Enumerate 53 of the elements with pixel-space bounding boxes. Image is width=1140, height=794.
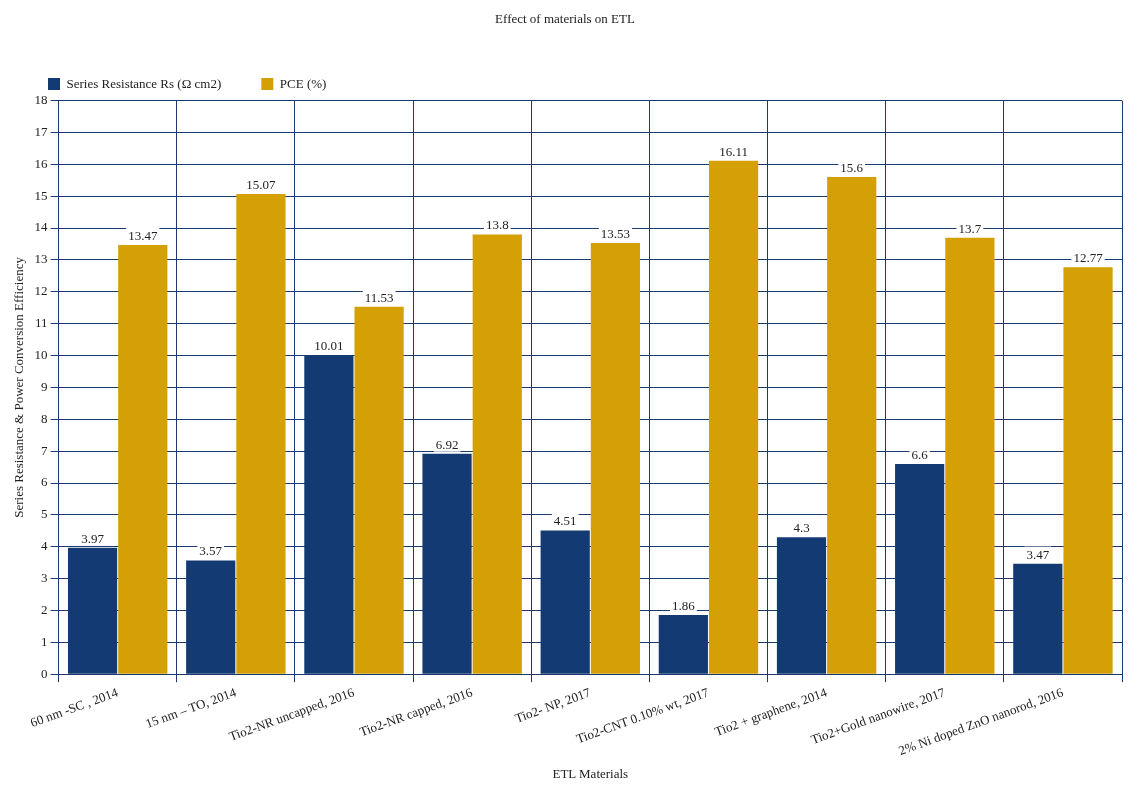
x-axis-title: ETL Materials bbox=[552, 765, 629, 781]
y-tick-label: 11 bbox=[35, 315, 48, 331]
y-tick-label: 0 bbox=[41, 665, 48, 681]
data-label: 6.92 bbox=[435, 436, 459, 452]
data-label: 6.6 bbox=[911, 446, 929, 462]
y-tick-label: 10 bbox=[34, 346, 48, 362]
y-tick-label: 16 bbox=[34, 155, 49, 171]
y-tick-label: 13 bbox=[34, 251, 48, 267]
bar bbox=[354, 306, 404, 674]
data-label: 13.53 bbox=[600, 225, 631, 241]
y-tick-label: 15 bbox=[34, 187, 48, 203]
x-tick-label: Tio2- NP, 2017 bbox=[512, 684, 593, 726]
bar bbox=[118, 244, 168, 674]
y-tick-label: 5 bbox=[41, 506, 48, 522]
y-tick-label: 6 bbox=[41, 474, 49, 490]
data-label: 15.6 bbox=[840, 160, 864, 175]
bar bbox=[1063, 267, 1113, 674]
y-axis-title: Series Resistance & Power Conversion Efficiency bbox=[11, 256, 27, 518]
y-tick-label: 1 bbox=[41, 633, 48, 649]
data-label: 13.47 bbox=[128, 227, 158, 243]
bar bbox=[708, 160, 759, 674]
data-label: 15.07 bbox=[246, 176, 277, 192]
data-label: 12.77 bbox=[1073, 250, 1104, 266]
data-label: 3.97 bbox=[81, 530, 105, 546]
bar bbox=[472, 234, 522, 674]
data-label: 10.01 bbox=[314, 338, 344, 354]
y-tick-label: 9 bbox=[41, 378, 48, 394]
y-tick-label: 2 bbox=[41, 601, 48, 617]
bar bbox=[945, 237, 995, 674]
y-tick-label: 17 bbox=[34, 123, 49, 139]
chart-title: Effect of materials on ETL bbox=[495, 11, 635, 27]
data-label: 3.47 bbox=[1026, 546, 1050, 562]
data-label: 4.3 bbox=[793, 520, 810, 536]
data-label: 13.8 bbox=[485, 217, 509, 233]
y-tick-label: 7 bbox=[41, 442, 49, 458]
legend-label: Series Resistance Rs (Ω cm2) bbox=[66, 75, 222, 91]
y-tick-label: 12 bbox=[34, 283, 48, 299]
bar bbox=[590, 243, 641, 674]
legend-label: PCE (%) bbox=[279, 75, 327, 91]
bar bbox=[827, 177, 877, 674]
x-tick-label: 60 nm -SC , 2014 bbox=[28, 684, 121, 731]
data-label: 16.11 bbox=[719, 143, 748, 159]
y-tick-label: 3 bbox=[41, 570, 48, 586]
data-label: 1.86 bbox=[671, 597, 696, 613]
data-label: 4.51 bbox=[553, 513, 577, 529]
y-tick-label: 8 bbox=[41, 410, 48, 426]
bar bbox=[236, 193, 286, 674]
y-tick-label: 18 bbox=[34, 92, 48, 108]
data-label: 13.7 bbox=[958, 220, 982, 236]
y-tick-label: 14 bbox=[34, 219, 49, 235]
data-label: 3.57 bbox=[199, 543, 223, 559]
data-label: 11.53 bbox=[364, 289, 394, 305]
y-tick-label: 4 bbox=[41, 538, 49, 554]
